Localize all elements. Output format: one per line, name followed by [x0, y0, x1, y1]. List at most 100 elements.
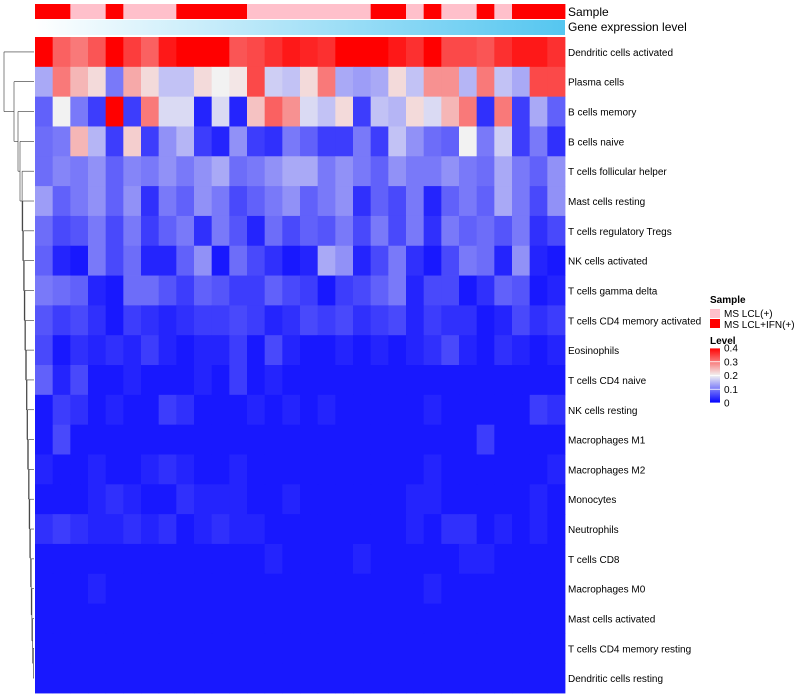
row-label: NK cells activated [568, 257, 647, 268]
heatmap-cell [52, 603, 71, 634]
heatmap-cell [423, 573, 442, 604]
heatmap-cell [123, 543, 142, 575]
heatmap-cell [423, 66, 442, 98]
heatmap-cell [141, 66, 160, 98]
row-label: T cells CD4 memory resting [568, 644, 691, 655]
heatmap-cell [547, 37, 566, 68]
heatmap-cell [547, 454, 566, 485]
heatmap-cell [423, 454, 442, 485]
heatmap-cell [423, 126, 442, 157]
heatmap-cell [529, 66, 548, 98]
heatmap-cell [476, 275, 495, 306]
heatmap-cell [194, 37, 213, 68]
heatmap-cell [476, 514, 495, 545]
heatmap-cell [406, 126, 425, 157]
heatmap-cell [353, 663, 372, 694]
heatmap-cell [459, 394, 478, 426]
heatmap-cell [52, 335, 71, 366]
heatmap-cell [547, 126, 566, 157]
heatmap-cell [370, 305, 389, 336]
heatmap-cell [300, 573, 319, 604]
row-label: Macrophages M2 [568, 465, 646, 476]
sample-cell [300, 4, 319, 19]
sample-cell [441, 4, 460, 19]
heatmap-cell [512, 186, 531, 217]
heatmap-cell [211, 275, 230, 306]
heatmap-cell [423, 543, 442, 575]
heatmap-cell [211, 335, 230, 366]
heatmap-cell [264, 275, 283, 306]
heatmap-cell [494, 663, 513, 694]
heatmap-cell [317, 96, 336, 127]
heatmap-cell [476, 603, 495, 634]
heatmap-cell [176, 305, 195, 336]
heatmap-cell [35, 335, 54, 366]
heatmap-cell [282, 66, 301, 98]
heatmap-cell [317, 424, 336, 455]
heatmap-cell [423, 663, 442, 694]
heatmap-cell [176, 186, 195, 217]
heatmap-cell [547, 484, 566, 515]
heatmap-cell [476, 543, 495, 575]
heatmap-cell [105, 96, 124, 127]
heatmap-cell [547, 96, 566, 127]
heatmap-cell [158, 633, 177, 664]
heatmap-cell [158, 543, 177, 575]
heatmap-cell [282, 37, 301, 68]
heatmap-cell [388, 156, 407, 187]
heatmap-cell [423, 186, 442, 217]
heatmap-cell [476, 573, 495, 604]
heatmap-cell [512, 66, 531, 98]
heatmap-cell [141, 126, 160, 157]
heatmap-cell [88, 305, 107, 336]
level-ticks: 0.4 0.3 0.2 0.1 0 [710, 344, 738, 410]
heatmap-cell [441, 305, 460, 336]
heatmap-cell [388, 454, 407, 485]
heatmap-cell [441, 126, 460, 157]
heatmap-cell [335, 245, 354, 276]
heatmap-cell [282, 514, 301, 545]
heatmap-cell [211, 573, 230, 604]
heatmap-cell [123, 66, 142, 98]
heatmap-cell [476, 305, 495, 336]
heatmap-cell [35, 394, 54, 426]
heatmap-cell [158, 126, 177, 157]
heatmap-cell [264, 156, 283, 187]
heatmap-cell [35, 245, 54, 276]
heatmap-cell [264, 215, 283, 247]
heatmap-cell [282, 424, 301, 455]
heatmap-cell [388, 126, 407, 157]
sample-cell [335, 4, 354, 19]
heatmap-cell [176, 156, 195, 187]
heatmap-cell [88, 484, 107, 515]
heatmap-cell [317, 663, 336, 694]
heatmap-cell [494, 394, 513, 426]
heatmap-cell [388, 245, 407, 276]
heatmap-cell [141, 603, 160, 634]
heatmap-cell [388, 543, 407, 575]
sample-cell [406, 4, 425, 19]
heatmap-cell [141, 275, 160, 306]
heatmap-cell [388, 365, 407, 396]
heatmap-cell [406, 37, 425, 68]
heatmap-cell [512, 245, 531, 276]
heatmap-cell [229, 394, 248, 426]
heatmap-cell [35, 514, 54, 545]
heatmap-cell [70, 335, 89, 366]
heatmap-cell [547, 305, 566, 336]
row-dendrogram [3, 51, 34, 679]
heatmap-cell [141, 186, 160, 217]
heatmap-cell [229, 37, 248, 68]
heatmap-cell [70, 96, 89, 127]
sample-cell [123, 4, 142, 19]
heatmap-cell [123, 37, 142, 68]
heatmap-cell [264, 37, 283, 68]
heatmap-cell [370, 66, 389, 98]
heatmap-cell [158, 275, 177, 306]
heatmap-cell [264, 305, 283, 336]
heatmap-cell [52, 275, 71, 306]
sample-cell [388, 4, 407, 19]
heatmap-cell [512, 96, 531, 127]
heatmap-cell [476, 633, 495, 664]
heatmap-cell [494, 454, 513, 485]
